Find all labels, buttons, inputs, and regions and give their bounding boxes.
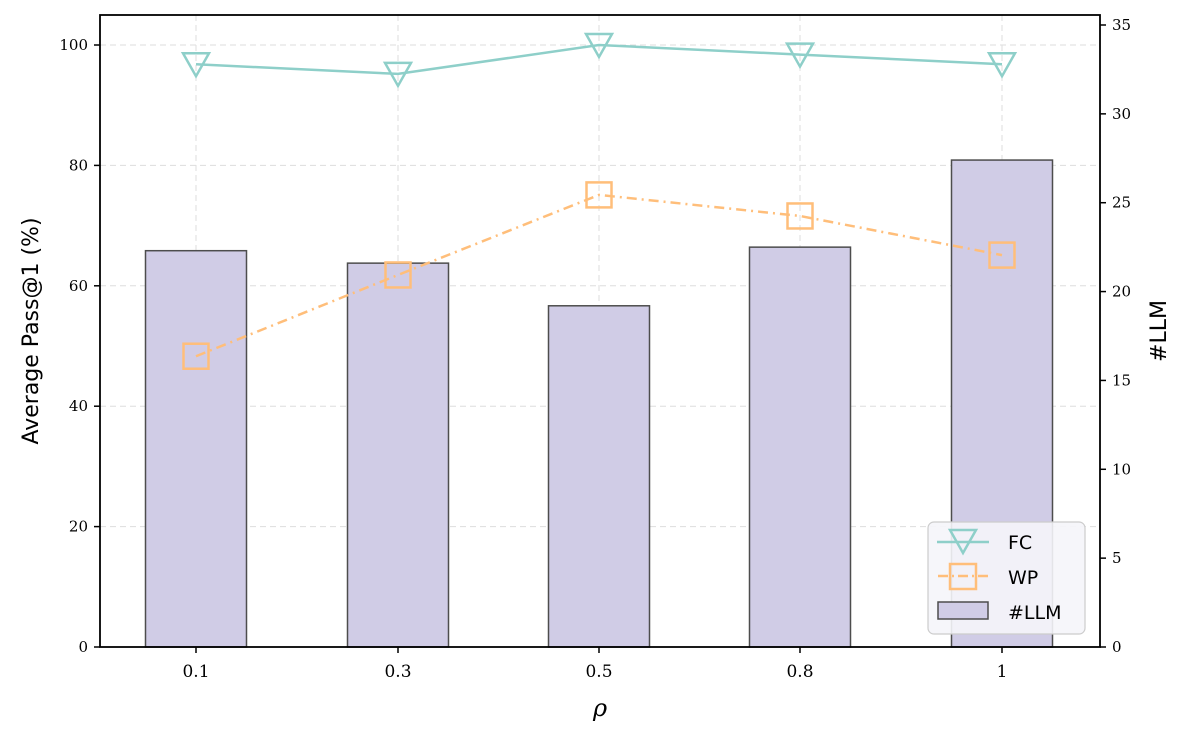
left-y-axis: 0 20 40 60 80 100 xyxy=(59,36,100,656)
legend-label-wp: WP xyxy=(1008,567,1038,589)
bar xyxy=(346,262,450,648)
square-marker-icon xyxy=(585,181,613,209)
triangle-down-marker-icon xyxy=(382,61,414,89)
bar-series-llm xyxy=(144,159,1054,648)
y-right-tick-label: 10 xyxy=(1112,460,1131,478)
y-tick-label: 60 xyxy=(69,277,88,295)
legend-item-llm: #LLM xyxy=(937,601,1061,624)
y-tick-label: 80 xyxy=(69,156,88,174)
legend-label-llm: #LLM xyxy=(1008,602,1061,624)
plot-frame xyxy=(99,14,1101,648)
y-right-tick-label: 35 xyxy=(1112,16,1131,34)
y-right-tick-label: 5 xyxy=(1112,549,1122,567)
legend: FC WP #LLM xyxy=(927,521,1086,635)
x-tick-label: 0.1 xyxy=(182,662,209,682)
y-tick-label: 20 xyxy=(69,518,88,536)
y-axis-title: Average Pass@1 (%) xyxy=(19,217,44,444)
y-axis-right-title: #LLM xyxy=(1147,300,1172,362)
line-series xyxy=(180,32,1018,370)
y-tick-label: 40 xyxy=(69,397,88,415)
legend-item-wp: WP xyxy=(938,562,1038,591)
square-marker-icon xyxy=(786,202,814,230)
y-right-tick-label: 25 xyxy=(1112,194,1131,212)
legend-label-fc: FC xyxy=(1008,532,1032,554)
line-fc xyxy=(195,43,1003,76)
x-tick-label: 0.5 xyxy=(585,662,612,682)
bar xyxy=(547,305,651,648)
square-marker-icon xyxy=(182,342,210,370)
x-axis: 0.1 0.3 0.5 0.8 1 xyxy=(182,647,1007,682)
triangle-down-marker-icon xyxy=(986,52,1018,79)
bar-swatch-icon xyxy=(937,601,989,620)
square-marker-icon xyxy=(988,241,1016,269)
y-right-tick-label: 30 xyxy=(1112,105,1131,123)
x-axis-title: ρ xyxy=(592,694,607,722)
right-y-axis: 0 5 10 15 20 25 30 35 xyxy=(1100,16,1131,656)
x-tick-label: 0.3 xyxy=(384,662,411,682)
triangle-down-marker-icon xyxy=(947,528,979,556)
line-wp xyxy=(195,193,1003,358)
triangle-down-marker-icon xyxy=(583,32,615,60)
square-marker-icon xyxy=(384,261,412,289)
square-marker-icon xyxy=(948,562,978,591)
triangle-down-marker-icon xyxy=(784,42,816,70)
bar xyxy=(144,249,248,648)
x-tick-label: 0.8 xyxy=(786,662,813,682)
y-tick-label: 100 xyxy=(59,36,88,54)
x-tick-label: 1 xyxy=(997,662,1008,682)
legend-item-fc: FC xyxy=(937,528,1032,556)
y-right-tick-label: 15 xyxy=(1112,371,1131,389)
y-right-tick-label: 0 xyxy=(1112,638,1122,656)
bar xyxy=(748,246,852,648)
y-right-tick-label: 20 xyxy=(1112,283,1131,301)
y-tick-label: 0 xyxy=(78,638,88,656)
triangle-down-marker-icon xyxy=(180,52,212,79)
